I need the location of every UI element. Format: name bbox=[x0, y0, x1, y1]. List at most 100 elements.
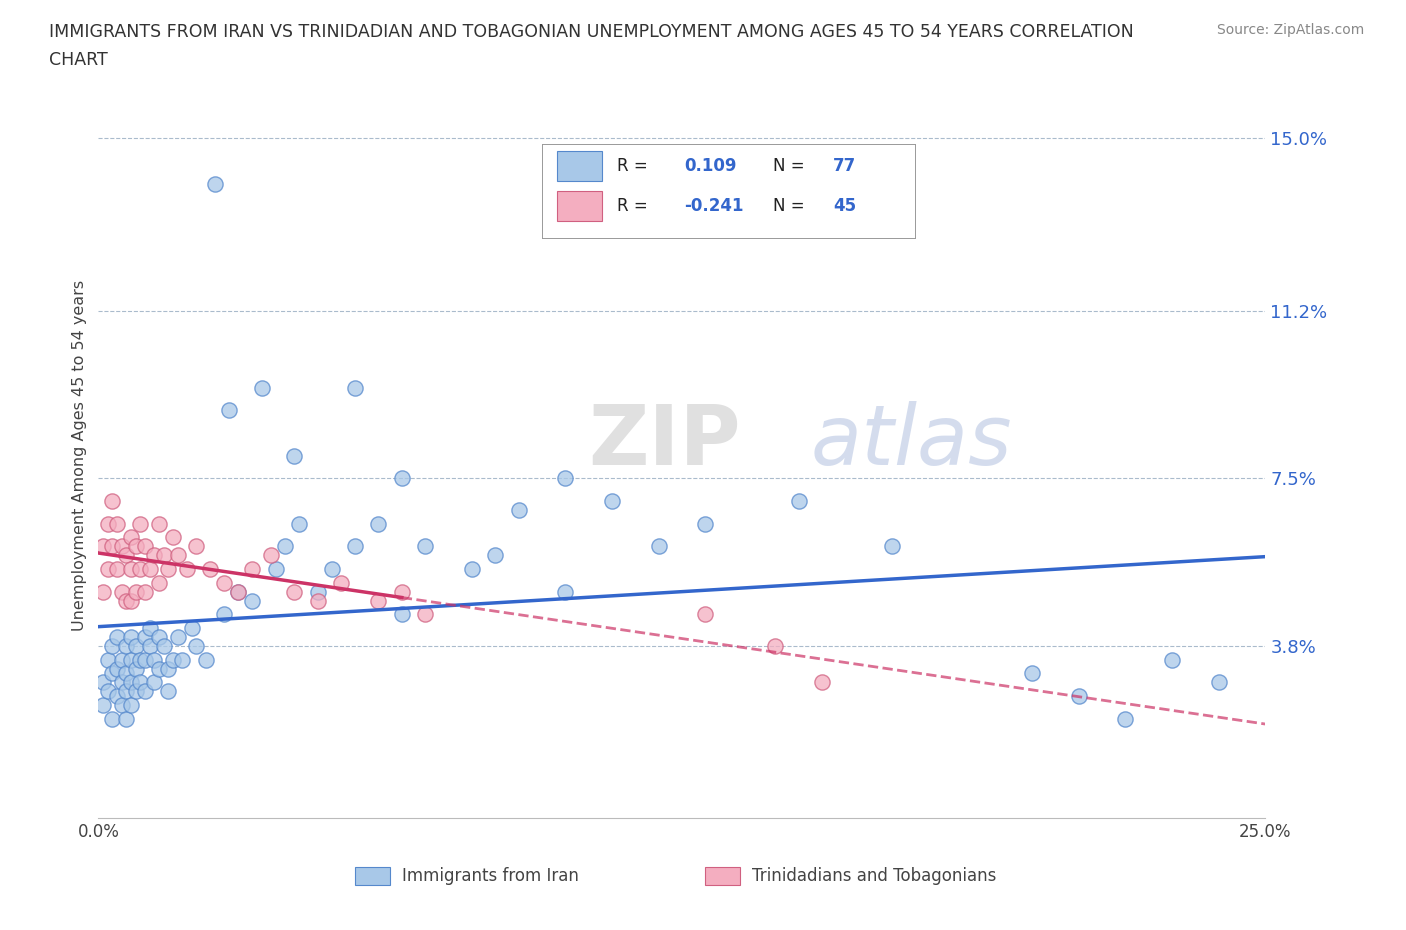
Point bbox=[125, 539, 148, 554]
Point bbox=[242, 562, 264, 577]
Point bbox=[91, 539, 114, 554]
Point bbox=[250, 380, 273, 395]
Point bbox=[166, 548, 188, 563]
Point bbox=[148, 516, 170, 531]
Point bbox=[129, 516, 152, 531]
Point bbox=[157, 661, 180, 676]
Point bbox=[105, 661, 128, 676]
Point bbox=[139, 562, 162, 577]
Point bbox=[321, 562, 343, 577]
Point bbox=[105, 688, 128, 703]
Point bbox=[125, 639, 148, 654]
Point bbox=[508, 502, 530, 517]
Point bbox=[115, 684, 138, 699]
Point bbox=[105, 562, 128, 577]
Point bbox=[101, 666, 124, 681]
Point bbox=[367, 593, 389, 608]
Point bbox=[97, 562, 120, 577]
Text: IMMIGRANTS FROM IRAN VS TRINIDADIAN AND TOBAGONIAN UNEMPLOYMENT AMONG AGES 45 TO: IMMIGRANTS FROM IRAN VS TRINIDADIAN AND … bbox=[49, 23, 1135, 41]
Point bbox=[101, 711, 124, 726]
Point bbox=[105, 516, 128, 531]
Point bbox=[811, 675, 834, 690]
Point bbox=[283, 448, 305, 463]
Point bbox=[1114, 711, 1136, 726]
Point bbox=[105, 630, 128, 644]
Point bbox=[307, 584, 329, 599]
Point bbox=[600, 494, 623, 509]
Point bbox=[186, 639, 208, 654]
Point bbox=[134, 630, 156, 644]
Point bbox=[647, 539, 669, 554]
Point bbox=[111, 675, 134, 690]
Point bbox=[274, 539, 297, 554]
Point bbox=[228, 584, 250, 599]
Point bbox=[115, 639, 138, 654]
Point bbox=[115, 666, 138, 681]
Point bbox=[461, 562, 484, 577]
Text: Immigrants from Iran: Immigrants from Iran bbox=[402, 868, 579, 885]
Point bbox=[91, 675, 114, 690]
Point bbox=[176, 562, 198, 577]
Point bbox=[204, 177, 226, 192]
Point bbox=[129, 652, 152, 667]
Point bbox=[288, 516, 311, 531]
Point bbox=[1208, 675, 1230, 690]
Point bbox=[101, 494, 124, 509]
Point bbox=[763, 639, 786, 654]
Point bbox=[152, 639, 174, 654]
Point bbox=[152, 548, 174, 563]
Point bbox=[97, 652, 120, 667]
Point bbox=[139, 620, 162, 635]
Point bbox=[554, 471, 576, 485]
Point bbox=[157, 684, 180, 699]
Text: ZIP: ZIP bbox=[589, 401, 741, 482]
Point bbox=[111, 539, 134, 554]
Point bbox=[120, 675, 142, 690]
Point bbox=[228, 584, 250, 599]
Point bbox=[148, 575, 170, 591]
Point bbox=[125, 584, 148, 599]
Point bbox=[129, 562, 152, 577]
Point bbox=[1161, 652, 1184, 667]
Point bbox=[139, 639, 162, 654]
Point bbox=[166, 630, 188, 644]
Point bbox=[413, 607, 436, 622]
Point bbox=[391, 607, 413, 622]
Point bbox=[695, 607, 717, 622]
Point bbox=[120, 652, 142, 667]
Point bbox=[120, 562, 142, 577]
Point bbox=[125, 684, 148, 699]
Point bbox=[120, 698, 142, 712]
Point bbox=[214, 607, 236, 622]
Point bbox=[115, 548, 138, 563]
Point bbox=[111, 698, 134, 712]
Point bbox=[186, 539, 208, 554]
Text: Source: ZipAtlas.com: Source: ZipAtlas.com bbox=[1216, 23, 1364, 37]
Point bbox=[157, 562, 180, 577]
Point bbox=[264, 562, 287, 577]
Y-axis label: Unemployment Among Ages 45 to 54 years: Unemployment Among Ages 45 to 54 years bbox=[72, 280, 87, 631]
Point bbox=[97, 684, 120, 699]
Point bbox=[148, 661, 170, 676]
Point bbox=[101, 539, 124, 554]
Point bbox=[260, 548, 283, 563]
Point bbox=[880, 539, 903, 554]
Point bbox=[413, 539, 436, 554]
Point bbox=[695, 516, 717, 531]
Point bbox=[115, 593, 138, 608]
Point bbox=[172, 652, 194, 667]
Point bbox=[307, 593, 329, 608]
Point bbox=[391, 471, 413, 485]
Point bbox=[344, 380, 367, 395]
Point bbox=[134, 684, 156, 699]
Point bbox=[180, 620, 202, 635]
Point bbox=[787, 494, 810, 509]
Point bbox=[283, 584, 305, 599]
Point bbox=[200, 562, 222, 577]
Point bbox=[218, 403, 240, 418]
Point bbox=[242, 593, 264, 608]
Point bbox=[162, 652, 184, 667]
Point bbox=[120, 630, 142, 644]
Bar bbox=[356, 867, 391, 885]
Point bbox=[484, 548, 506, 563]
